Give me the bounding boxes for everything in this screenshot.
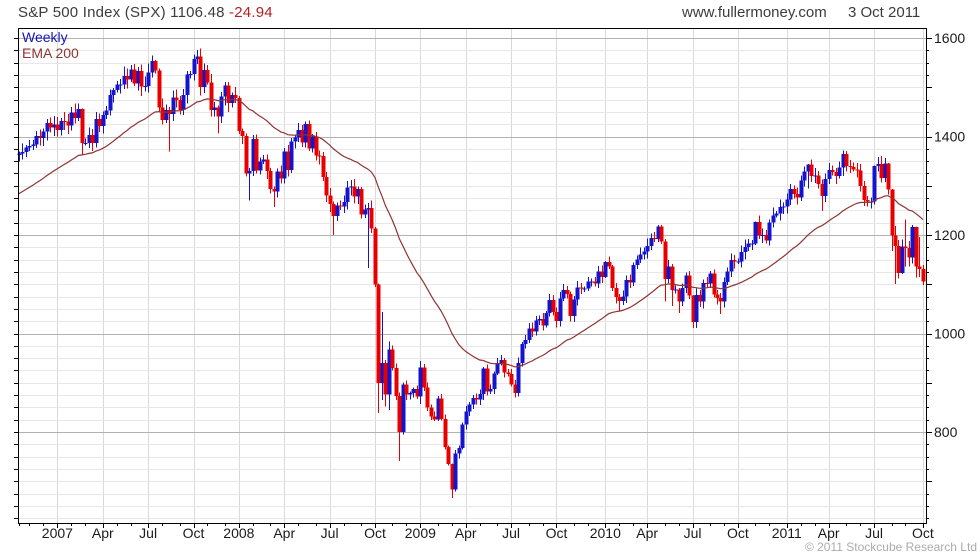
svg-text:Oct: Oct [364,525,386,541]
ema-200-line [18,98,924,368]
svg-text:Apr: Apr [92,525,114,541]
website-label: www.fullermoney.com [682,4,827,21]
axis-labels: 1600 1400 1200 1000 800 2007 Apr Jul Oct 2008 Apr J… [42,30,966,541]
candlesticks [17,48,926,498]
chart-header: S&P 500 Index (SPX) 1106.48 -24.94 [18,4,273,21]
svg-text:2008: 2008 [223,525,254,541]
svg-text:1400: 1400 [934,129,965,145]
svg-text:800: 800 [934,424,958,440]
svg-text:Apr: Apr [273,525,295,541]
legend-timeframe: Weekly [22,29,68,45]
svg-text:Apr: Apr [818,525,840,541]
svg-text:Oct: Oct [546,525,568,541]
chart-title: S&P 500 Index (SPX) [18,4,166,21]
price-change: -24.94 [229,4,273,21]
svg-text:Apr: Apr [636,525,658,541]
svg-text:Oct: Oct [183,525,205,541]
svg-text:Jul: Jul [139,525,157,541]
last-price: 1106.48 [170,4,225,21]
gridlines [18,28,926,523]
copyright-notice: © 2011 Stockcube Research Ltd [804,540,977,554]
svg-text:2007: 2007 [42,525,73,541]
axes-frame [14,28,932,528]
svg-text:1200: 1200 [934,227,965,243]
svg-text:2010: 2010 [590,525,621,541]
svg-text:2011: 2011 [772,525,802,541]
svg-text:Apr: Apr [455,525,477,541]
date-label: 3 Oct 2011 [848,4,921,21]
svg-text:1600: 1600 [934,30,965,46]
svg-text:Jul: Jul [321,525,339,541]
svg-text:1000: 1000 [934,326,965,342]
svg-text:Oct: Oct [912,525,934,541]
svg-text:Jul: Jul [684,525,702,541]
svg-text:Jul: Jul [865,525,883,541]
svg-text:Jul: Jul [502,525,520,541]
legend-ema-200: EMA 200 [22,45,79,61]
svg-text:2009: 2009 [405,525,436,541]
svg-text:Oct: Oct [727,525,749,541]
